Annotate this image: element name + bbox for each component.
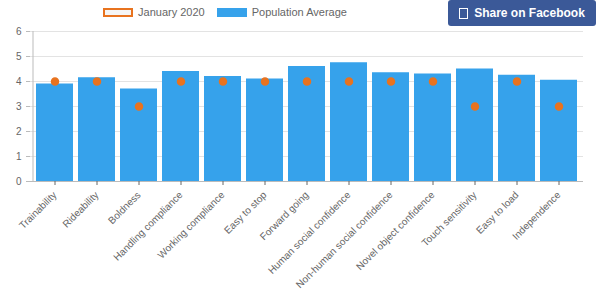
svg-text:Rideability: Rideability: [60, 189, 100, 229]
svg-text:Independence: Independence: [510, 189, 563, 242]
svg-text:2: 2: [16, 126, 22, 137]
svg-text:Working compliance: Working compliance: [155, 189, 227, 261]
svg-text:Trainability: Trainability: [17, 189, 59, 231]
svg-text:4: 4: [16, 76, 22, 87]
svg-text:Human social confidence: Human social confidence: [266, 189, 353, 276]
html-text:January 2020: January 2020: [138, 6, 205, 18]
svg-text:3: 3: [16, 101, 22, 112]
svg-text:5: 5: [16, 51, 22, 62]
svg-text:Novel object confidence: Novel object confidence: [354, 189, 437, 272]
html-text:Population Average: Population Average: [251, 6, 347, 18]
svg-text:Touch sensitivity: Touch sensitivity: [419, 189, 478, 248]
svg-text:0: 0: [16, 176, 22, 187]
svg-text:Easy to stop: Easy to stop: [222, 189, 269, 236]
html-text:Share on Facebook: Share on Facebook: [474, 6, 585, 20]
svg-text:6: 6: [16, 26, 22, 37]
svg-text:Handling compliance: Handling compliance: [111, 189, 185, 263]
svg-text:1: 1: [16, 151, 22, 162]
svg-text:Easy to load: Easy to load: [474, 189, 521, 236]
svg-text:Boldness: Boldness: [106, 189, 143, 226]
svg-text:Forward going: Forward going: [257, 189, 311, 243]
